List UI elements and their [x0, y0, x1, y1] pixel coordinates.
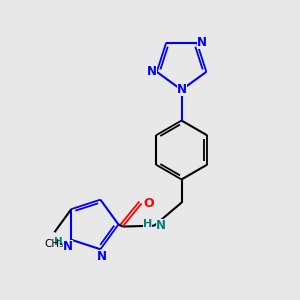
Text: H: H [54, 237, 63, 247]
Text: N: N [97, 250, 107, 263]
Text: O: O [144, 197, 154, 210]
Text: N: N [156, 219, 166, 232]
Text: N: N [197, 36, 207, 49]
Text: N: N [63, 240, 73, 254]
Text: N: N [176, 83, 187, 96]
Text: N: N [147, 65, 157, 78]
Text: H: H [143, 219, 152, 229]
Text: CH₃: CH₃ [45, 239, 64, 249]
